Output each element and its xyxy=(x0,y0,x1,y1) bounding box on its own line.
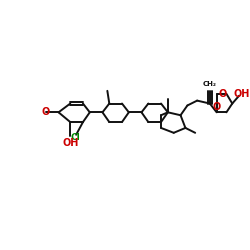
Text: OH: OH xyxy=(234,89,250,99)
Text: O: O xyxy=(42,107,50,117)
Text: Cl: Cl xyxy=(70,133,80,142)
Text: O: O xyxy=(218,89,227,99)
Text: CH₂: CH₂ xyxy=(203,81,217,87)
Text: OH: OH xyxy=(62,138,78,147)
Text: O: O xyxy=(212,102,221,113)
